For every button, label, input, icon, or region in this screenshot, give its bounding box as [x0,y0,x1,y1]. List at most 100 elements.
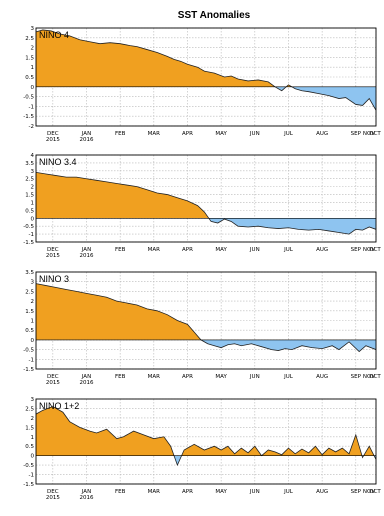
y-tick-label: 0 [31,85,35,91]
y-tick-label: 3 [31,169,35,175]
x-tick-label: FEB [115,131,126,137]
x-tick-label: MAY [215,131,227,137]
x-tick-label: NOV [363,247,375,253]
anomaly-line [36,406,376,467]
y-tick-label: 0.5 [25,75,34,81]
y-tick-label: 2.5 [25,177,34,183]
y-tick-label: 2.5 [25,406,34,412]
anomaly-line [36,172,376,235]
x-tick-label: JUL [283,247,294,253]
y-tick-label: 2 [31,299,35,305]
y-tick-label: 2 [31,416,35,422]
y-tick-label: -0.5 [23,95,34,101]
x-year-label: 2016 [79,380,93,386]
y-tick-label: 3.5 [25,270,34,276]
y-tick-label: -0.5 [23,348,34,354]
x-tick-label: JAN [81,374,91,380]
x-tick-label: MAR [148,131,161,137]
x-tick-label: AUG [316,247,328,253]
x-tick-label: FEB [115,489,126,495]
y-tick-label: 0.5 [25,444,34,450]
panel-label: NINO 4 [39,30,69,40]
x-tick-label: MAY [215,489,227,495]
y-tick-label: -0.5 [23,463,34,469]
y-tick-label: -1 [29,357,34,363]
x-tick-label: JUN [249,489,260,495]
x-tick-label: MAY [215,247,227,253]
y-tick-label: 1.5 [25,309,34,315]
x-tick-label: MAR [148,374,161,380]
x-tick-label: DEC [47,489,59,495]
cold-anomaly-area [36,218,376,235]
panel-frame [35,27,377,127]
y-tick-label: 0.5 [25,328,34,334]
y-tick-label: -1 [29,104,34,110]
warm-anomaly-area [36,29,292,87]
x-tick-label: JAN [81,247,91,253]
y-tick-label: 2.5 [25,36,34,42]
x-tick-label: NOV [363,489,375,495]
x-year-label: 2016 [79,495,93,501]
panel-frame [35,154,377,243]
x-tick-label: JUL [283,131,294,137]
x-tick-label: JUL [283,374,294,380]
x-tick-label: JAN [81,489,91,495]
cold-anomaly-area [275,86,376,111]
x-year-label: 2015 [46,495,60,501]
panel-frame [35,398,377,485]
y-tick-label: 1.5 [25,193,34,199]
y-tick-label: 4 [31,153,35,159]
y-tick-label: 1 [31,200,35,206]
x-tick-label: SEP [351,489,362,495]
panel-frame [35,271,377,370]
y-tick-label: 2 [31,185,35,191]
y-tick-label: 2 [31,46,35,52]
x-year-label: 2015 [46,137,60,143]
x-year-label: 2015 [46,253,60,259]
y-tick-label: -1 [29,473,34,479]
x-tick-label: DEC [47,374,59,380]
y-tick-label: 1 [31,435,35,441]
x-tick-label: FEB [115,374,126,380]
x-tick-label: JUN [249,131,260,137]
y-tick-label: 0 [31,216,35,222]
y-tick-label: -1.5 [23,114,34,120]
panel-label: NINO 3 [39,274,69,284]
x-tick-label: APR [182,489,193,495]
x-tick-label: DEC [47,247,59,253]
x-tick-label: NOV [363,131,375,137]
panel-label: NINO 3.4 [39,157,77,167]
x-tick-label: FEB [115,247,126,253]
panel-nino-3-4: 4 3.5 3 2.5 2 1.51 0.5 0 -0.5 -1 -1.5 NINO 3.4 DEC JA… [23,153,381,259]
y-tick-label: 3 [31,280,35,286]
y-tick-label: -2 [29,124,34,130]
x-tick-label: SEP [351,374,362,380]
y-tick-label: -1.5 [23,240,34,246]
y-tick-label: 1.5 [25,55,34,61]
x-tick-label: JUL [283,489,294,495]
y-tick-label: 1 [31,65,35,71]
x-tick-label: APR [182,374,193,380]
warm-anomaly-area [36,283,376,340]
y-tick-label: 0.5 [25,208,34,214]
y-tick-label: 1 [31,319,35,325]
x-tick-label: JUN [249,374,260,380]
y-tick-label: -1.5 [23,367,34,373]
y-tick-label: -1.5 [23,482,34,488]
y-tick-label: 0 [31,454,35,460]
y-tick-label: 2.5 [25,289,34,295]
y-tick-label: -1 [29,232,34,238]
y-tick-label: 1.5 [25,425,34,431]
x-tick-label: AUG [316,131,328,137]
x-tick-label: SEP [351,247,362,253]
x-tick-label: OCT [369,131,381,137]
x-tick-label: SEP [351,131,362,137]
x-year-label: 2016 [79,137,93,143]
warm-anomaly-area [36,172,209,219]
x-tick-label: MAY [215,374,227,380]
x-tick-label: OCT [369,489,381,495]
y-tick-label: 0 [31,338,35,344]
anomaly-line [36,283,376,353]
